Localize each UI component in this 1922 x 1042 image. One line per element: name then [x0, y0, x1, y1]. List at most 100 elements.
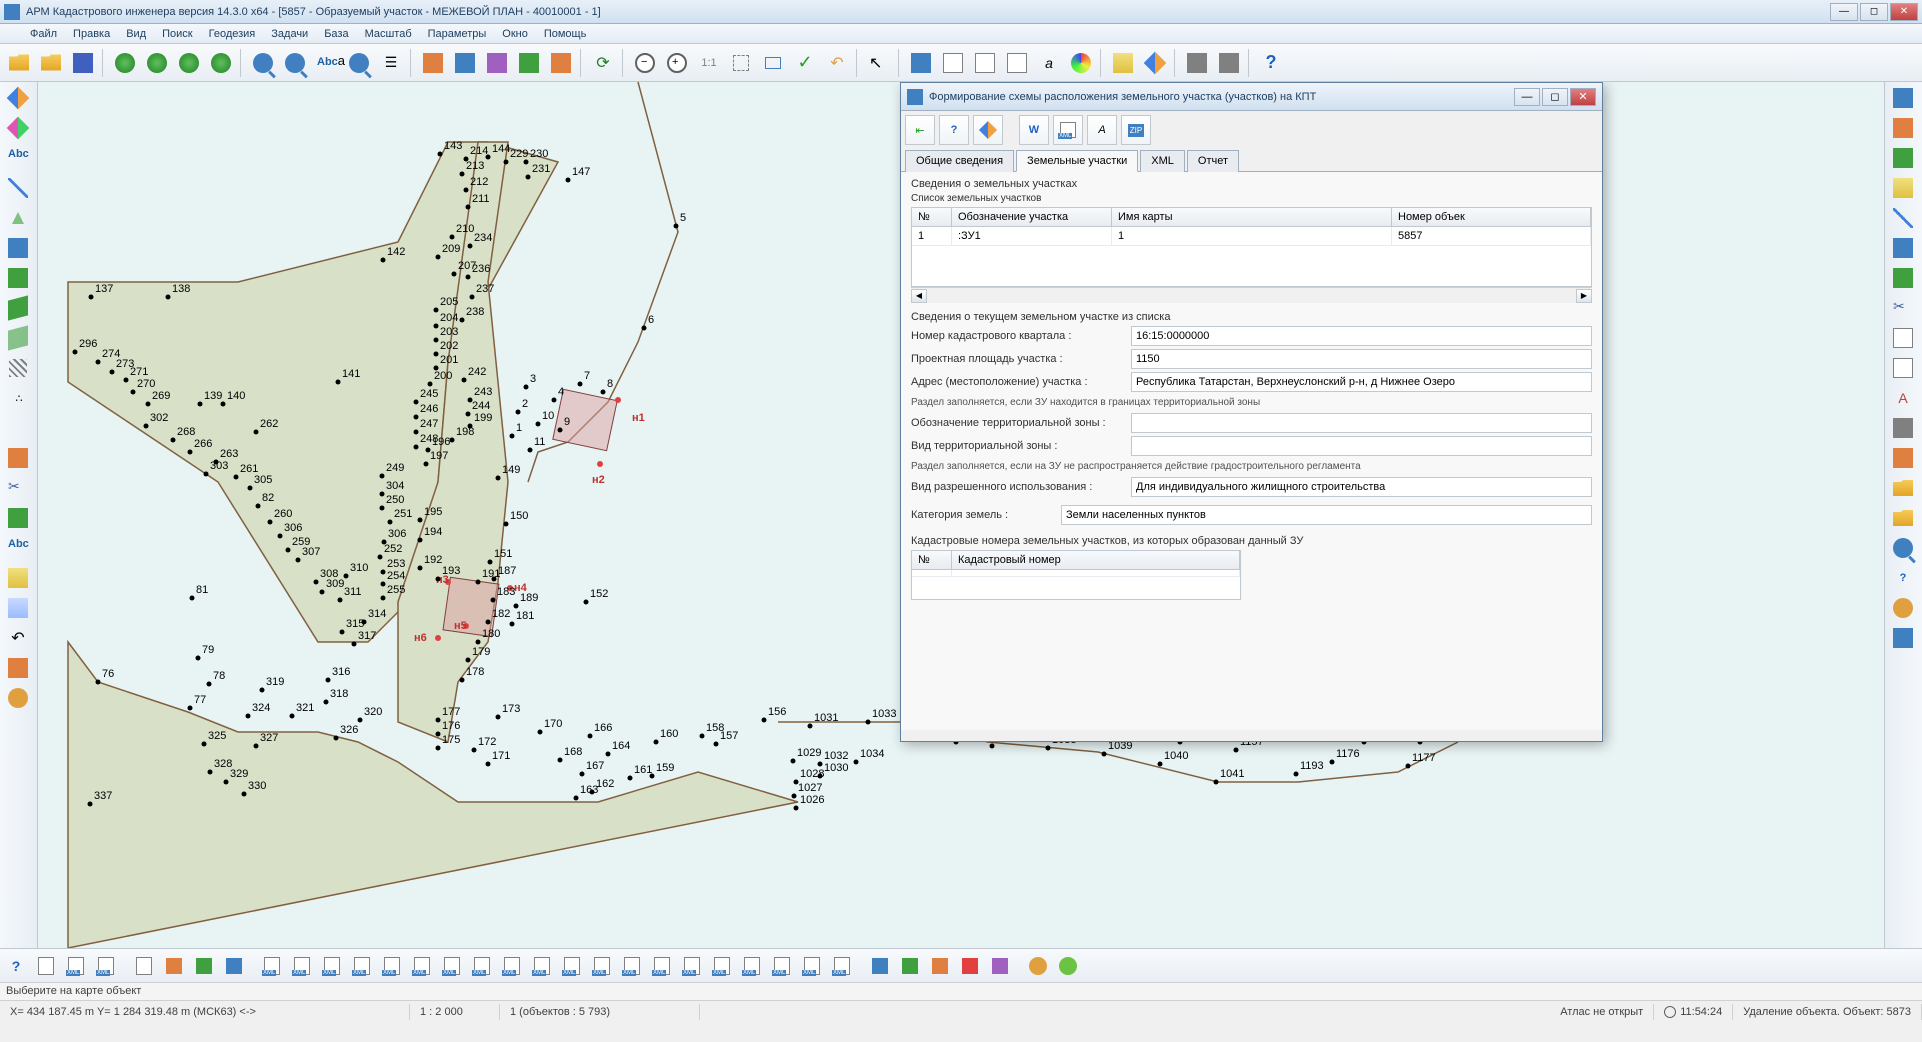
dialog-sign-button[interactable]: A: [1087, 115, 1117, 145]
menu-edit[interactable]: Правка: [65, 26, 118, 42]
ltool-clone[interactable]: [2, 444, 34, 472]
tool-e-button[interactable]: a: [1034, 48, 1064, 78]
rtool-1[interactable]: [1887, 84, 1919, 112]
bbtn-y4[interactable]: [956, 952, 984, 980]
rtool-12[interactable]: [1887, 414, 1919, 442]
dialog-zip-button[interactable]: ZIP: [1121, 115, 1151, 145]
search2-button[interactable]: [280, 48, 310, 78]
bbtn-doc[interactable]: [32, 952, 60, 980]
tool-b-button[interactable]: [938, 48, 968, 78]
bbtn-gear2[interactable]: [1054, 952, 1082, 980]
bbtn-x19[interactable]: [798, 952, 826, 980]
globe-button[interactable]: [110, 48, 140, 78]
zonetype-input[interactable]: [1131, 436, 1592, 456]
globe3-button[interactable]: [174, 48, 204, 78]
close-button[interactable]: ✕: [1890, 3, 1918, 21]
zoneid-input[interactable]: [1131, 413, 1592, 433]
rtool-7[interactable]: [1887, 264, 1919, 292]
menu-params[interactable]: Параметры: [420, 26, 495, 42]
ltool-undo[interactable]: ↶: [2, 624, 34, 652]
frame-button[interactable]: [758, 48, 788, 78]
bbtn-x12[interactable]: [588, 952, 616, 980]
ltool-hatch[interactable]: [2, 354, 34, 382]
ltool-poly[interactable]: [2, 204, 34, 232]
check-button[interactable]: ✓: [790, 48, 820, 78]
tab-report[interactable]: Отчет: [1187, 150, 1239, 172]
menu-file[interactable]: Файл: [22, 26, 65, 42]
rtool-19[interactable]: [1887, 624, 1919, 652]
bbtn-help[interactable]: ?: [2, 952, 30, 980]
bbtn-x8[interactable]: [468, 952, 496, 980]
parcels-grid[interactable]: № Обозначение участка Имя карты Номер об…: [911, 207, 1592, 287]
ltool-ruler2[interactable]: [2, 594, 34, 622]
zoomin-button[interactable]: +: [662, 48, 692, 78]
ltool-text[interactable]: [2, 144, 34, 172]
open2-button[interactable]: [36, 48, 66, 78]
bbtn-y2[interactable]: [896, 952, 924, 980]
bbtn-xml2[interactable]: [92, 952, 120, 980]
bbtn-b[interactable]: [190, 952, 218, 980]
print2-button[interactable]: [1214, 48, 1244, 78]
rtool-8[interactable]: [1887, 294, 1919, 322]
save-dbm-button[interactable]: [68, 48, 98, 78]
tool-green-button[interactable]: [514, 48, 544, 78]
menu-scale[interactable]: Масштаб: [357, 26, 420, 42]
tab-xml[interactable]: XML: [1140, 150, 1185, 172]
bbtn-x3[interactable]: [318, 952, 346, 980]
ltool-line[interactable]: [2, 174, 34, 202]
table-row[interactable]: 1 :ЗУ1 1 5857: [912, 227, 1591, 246]
area-input[interactable]: [1131, 349, 1592, 369]
bbtn-xml1[interactable]: [62, 952, 90, 980]
undo-button[interactable]: ↶: [822, 48, 852, 78]
ltool-paste[interactable]: [2, 504, 34, 532]
bbtn-y3[interactable]: [926, 952, 954, 980]
open-button[interactable]: [4, 48, 34, 78]
bbtn-x1[interactable]: [258, 952, 286, 980]
zoom11-button[interactable]: 1:1: [694, 48, 724, 78]
ltool-dots[interactable]: ∴: [2, 384, 34, 412]
ltool-x1[interactable]: [2, 654, 34, 682]
menu-base[interactable]: База: [316, 26, 356, 42]
rtool-13[interactable]: [1887, 444, 1919, 472]
ltool-scissors[interactable]: [2, 474, 34, 502]
rtool-14[interactable]: [1887, 474, 1919, 502]
bbtn-x7[interactable]: [438, 952, 466, 980]
parcel-1[interactable]: [552, 389, 618, 452]
bbtn-y1[interactable]: [866, 952, 894, 980]
addr-input[interactable]: [1131, 372, 1592, 392]
globe4-button[interactable]: [206, 48, 236, 78]
ltool-ruler[interactable]: [2, 564, 34, 592]
bbtn-x16[interactable]: [708, 952, 736, 980]
print-button[interactable]: [1182, 48, 1212, 78]
tool5-button[interactable]: [546, 48, 576, 78]
ltool-abc[interactable]: [2, 534, 34, 562]
rtool-10[interactable]: [1887, 354, 1919, 382]
ltool-blank[interactable]: [2, 414, 34, 442]
search-a-button[interactable]: a: [312, 48, 342, 78]
refresh-button[interactable]: ⟳: [588, 48, 618, 78]
palette-button[interactable]: [1066, 48, 1096, 78]
rtool-17[interactable]: ?: [1887, 564, 1919, 592]
pen-button[interactable]: [1140, 48, 1170, 78]
tool-c-button[interactable]: [970, 48, 1000, 78]
bbtn-x17[interactable]: [738, 952, 766, 980]
bbtn-x13[interactable]: [618, 952, 646, 980]
rtool-16[interactable]: [1887, 534, 1919, 562]
bbtn-x6[interactable]: [408, 952, 436, 980]
arrow-button[interactable]: [864, 48, 894, 78]
rtool-18[interactable]: [1887, 594, 1919, 622]
tool-orange-button[interactable]: [418, 48, 448, 78]
dialog-word-button[interactable]: W: [1019, 115, 1049, 145]
zoomout-button[interactable]: −: [630, 48, 660, 78]
kadlist-grid[interactable]: № Кадастровый номер: [911, 550, 1241, 600]
cat-input[interactable]: [1061, 505, 1592, 525]
rtool-3[interactable]: [1887, 144, 1919, 172]
menu-geodesy[interactable]: Геодезия: [201, 26, 264, 42]
rtool-15[interactable]: [1887, 504, 1919, 532]
menu-search[interactable]: Поиск: [154, 26, 200, 42]
bbtn-x11[interactable]: [558, 952, 586, 980]
rtool-11[interactable]: A: [1887, 384, 1919, 412]
ltool-edit[interactable]: [2, 114, 34, 142]
search-button[interactable]: [248, 48, 278, 78]
bbtn-c[interactable]: [220, 952, 248, 980]
